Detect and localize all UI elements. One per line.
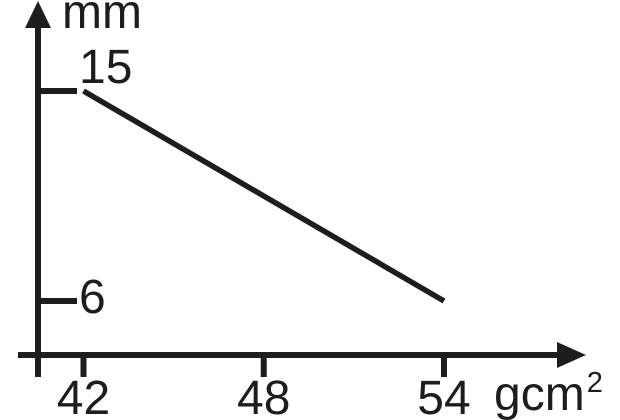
data-line: [82, 88, 446, 304]
x-tick-label: 54: [417, 372, 470, 420]
x-axis-arrowhead: [557, 342, 586, 368]
y-tick-label: 6: [79, 271, 106, 324]
y-tick-label: 15: [79, 41, 132, 94]
x-tick-label: 42: [57, 372, 110, 420]
y-axis-unit-label: mm: [62, 0, 142, 39]
x-axis-unit-label: gcm2: [494, 367, 603, 420]
x-tick-label: 48: [237, 372, 290, 420]
y-axis-arrowhead: [25, 1, 51, 28]
